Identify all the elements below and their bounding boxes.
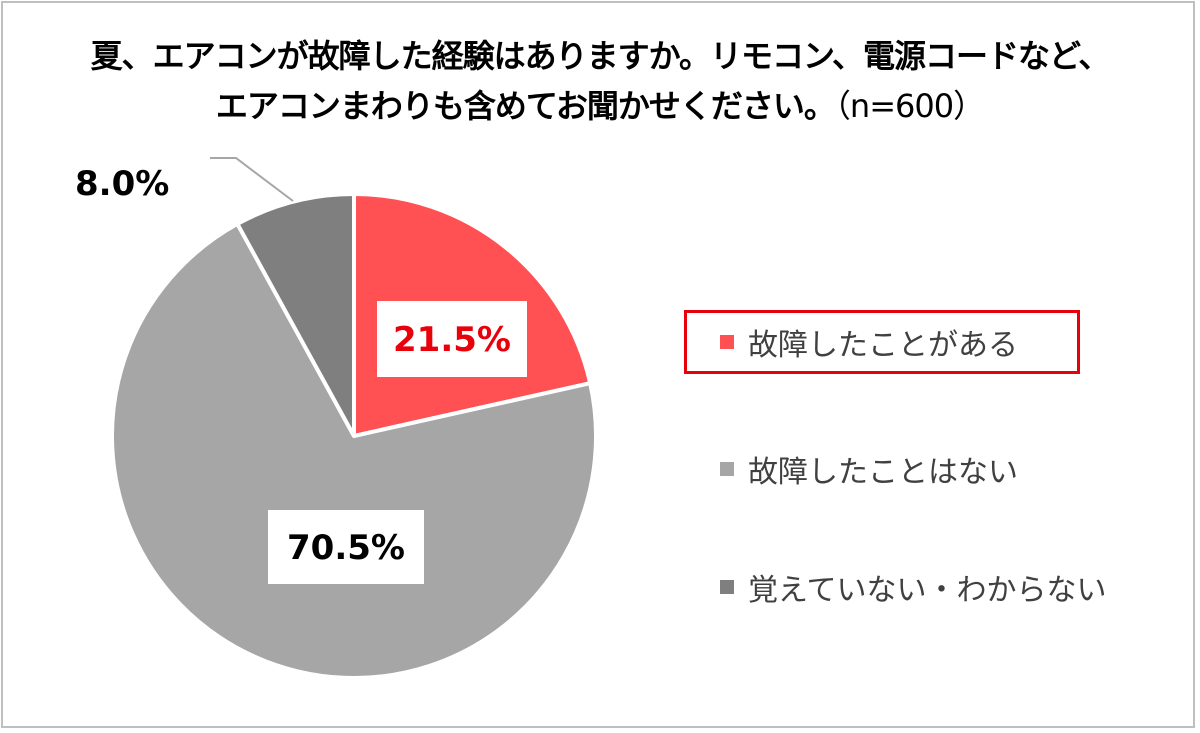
chart-title-line-1: 夏、エアコンが故障した経験はありますか。リモコン、電源コードなど、 bbox=[90, 37, 1111, 75]
legend-item-fault-yes: 故障したことがある bbox=[720, 317, 1018, 367]
legend-item-fault-no: 故障したことはない bbox=[720, 444, 1018, 494]
legend-item-unknown: 覚えていない・わからない bbox=[720, 562, 1107, 612]
data-label-fault-yes: 21.5% bbox=[393, 320, 511, 360]
chart-title-line-2: エアコンまわりも含めてお聞かせください。（n=600） bbox=[215, 87, 985, 125]
pie-slice-fault-no bbox=[109, 221, 598, 680]
pie-slice-unknown bbox=[235, 192, 356, 438]
legend-item-fault-yes-label: 故障したことがある bbox=[748, 328, 1018, 363]
legend-item-unknown-label: 覚えていない・わからない bbox=[748, 573, 1107, 608]
data-label-unknown: 8.0% bbox=[75, 164, 169, 204]
sample-size-label: （n=600） bbox=[834, 87, 985, 125]
data-label-fault-yes-box bbox=[377, 301, 527, 377]
data-label-fault-no: 70.5% bbox=[287, 528, 405, 568]
legend-item-fault-yes-swatch bbox=[720, 335, 734, 349]
leader-line-unknown bbox=[210, 157, 294, 202]
legend-item-unknown-swatch bbox=[720, 580, 734, 594]
legend-item-fault-no-swatch bbox=[720, 462, 734, 476]
legend-highlight-box bbox=[684, 310, 1080, 374]
legend-item-fault-no-label: 故障したことはない bbox=[748, 455, 1018, 490]
data-label-fault-no-box bbox=[268, 510, 424, 584]
